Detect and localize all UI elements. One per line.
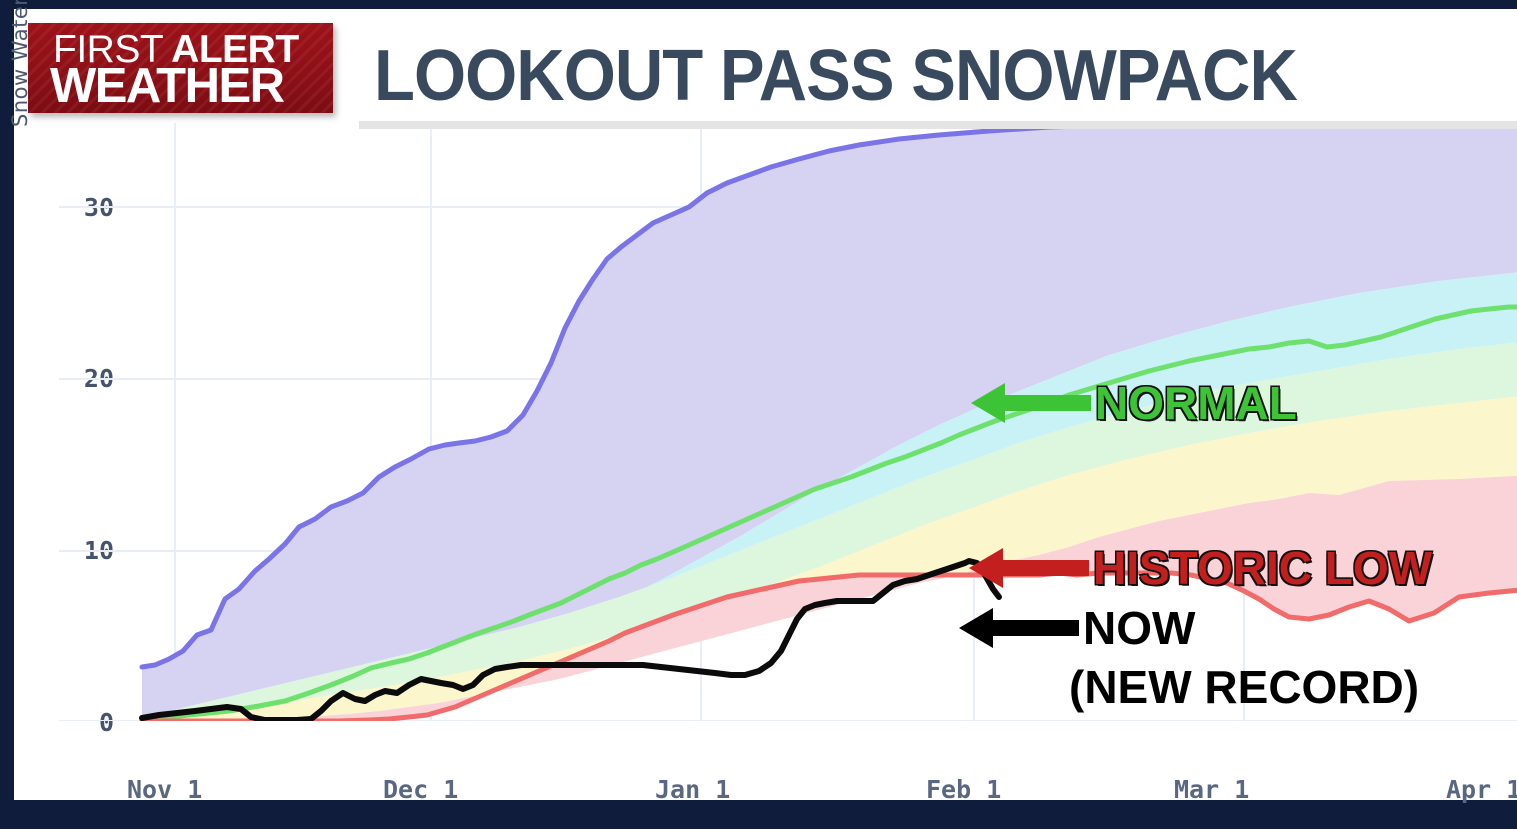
arrow-left-green-icon xyxy=(971,383,1091,423)
logo-line-1: FIRST ALERT xyxy=(53,30,299,69)
annotation-historic-low: HISTORIC LOW xyxy=(969,544,1432,592)
x-tick-mar: Mar 1 xyxy=(1174,775,1250,804)
band-below-normal xyxy=(142,396,1517,721)
series-normal-line xyxy=(139,304,1517,721)
annotation-normal-label: NORMAL xyxy=(1095,377,1297,429)
x-tick-dec: Dec 1 xyxy=(383,775,459,804)
y-tick-0: 0 xyxy=(98,708,114,737)
chart-plot-area xyxy=(59,123,1517,721)
annotation-historic-low-label: HISTORIC LOW xyxy=(1093,542,1433,594)
annotation-now-label: NOW xyxy=(1083,602,1196,654)
snowpack-chart-svg xyxy=(59,123,1517,721)
band-max xyxy=(142,123,1517,721)
annotation-now: NOW xyxy=(959,604,1195,652)
first-alert-weather-logo: FIRST ALERT WEATHER xyxy=(28,23,333,113)
series-current-line xyxy=(139,558,1002,721)
series-min-line xyxy=(139,570,1517,721)
logo-line-2: WEATHER xyxy=(50,59,285,113)
arrow-left-black-icon xyxy=(959,608,1079,648)
title-banner: LOOKOUT PASS SNOWPACK xyxy=(359,23,1517,129)
logo-word-first: FIRST xyxy=(53,28,164,71)
annotation-normal: NORMAL xyxy=(971,379,1297,427)
x-tick-nov: Nov 1 xyxy=(127,775,203,804)
x-tick-apr: Apr 1 xyxy=(1446,775,1517,804)
arrow-left-red-icon xyxy=(969,548,1089,588)
x-tick-feb: Feb 1 xyxy=(926,775,1002,804)
x-tick-jan: Jan 1 xyxy=(655,775,731,804)
series-max-line xyxy=(139,123,1202,670)
logo-word-alert: ALERT xyxy=(171,28,299,71)
band-low xyxy=(219,475,1517,721)
chart-card: Snow Water Equivalent (in.) 30 20 10 0 N… xyxy=(8,0,1517,804)
annotation-now-sublabel: (NEW RECORD) xyxy=(1069,661,1420,713)
band-above-normal xyxy=(142,342,1517,721)
band-upper xyxy=(142,272,1517,721)
page-title: LOOKOUT PASS SNOWPACK xyxy=(374,36,1298,116)
